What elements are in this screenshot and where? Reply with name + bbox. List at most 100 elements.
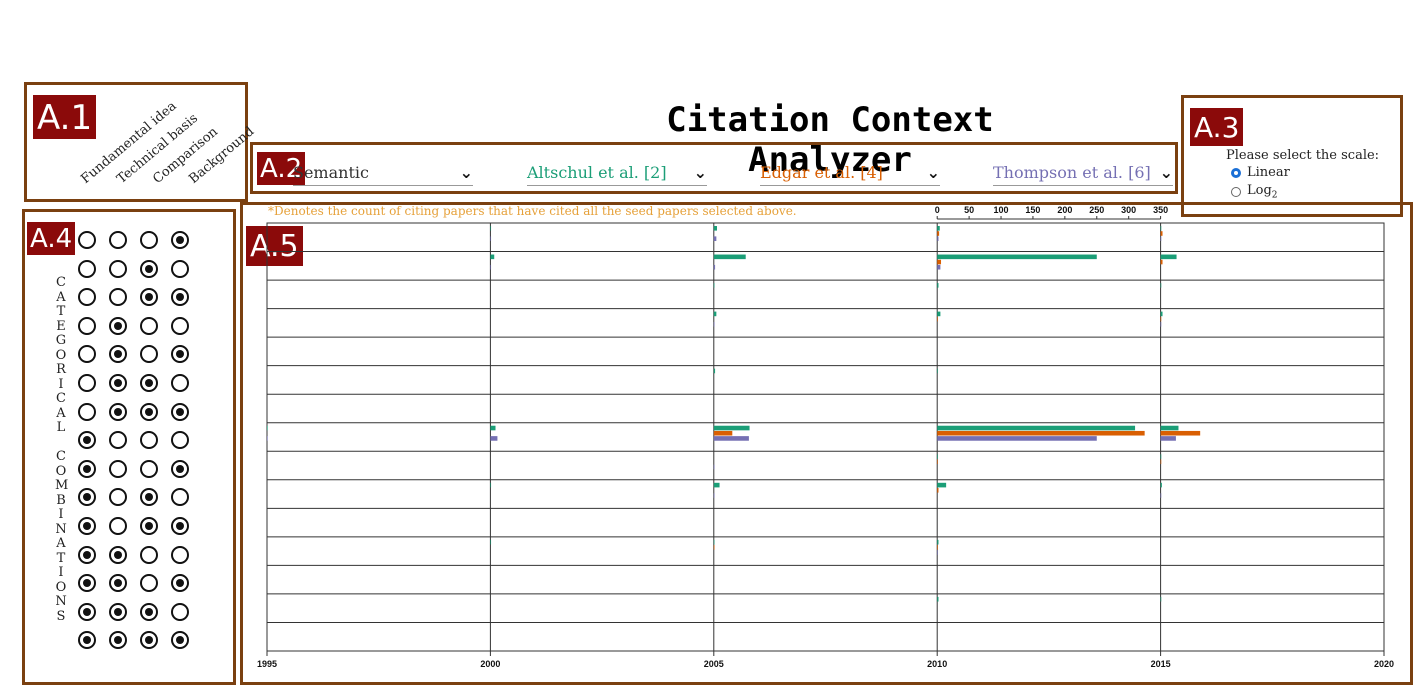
bar: [937, 236, 939, 241]
combination-row[interactable]: [78, 459, 189, 480]
empty-circle-icon: [109, 488, 127, 507]
empty-circle-icon: [140, 231, 158, 249]
empty-circle-icon: [171, 374, 189, 392]
panel-tag-a3: A.3: [1190, 108, 1244, 146]
combination-row[interactable]: [78, 602, 189, 623]
scale-option-linear[interactable]: Linear: [1231, 165, 1290, 180]
radio-log2[interactable]: [1231, 186, 1241, 197]
vertical-label-char: T: [56, 550, 66, 566]
semantic-dropdown[interactable]: Semantic ⌄: [293, 163, 473, 186]
panel-tag-a5: A.5: [246, 226, 303, 266]
vertical-label-char: A: [56, 536, 66, 551]
bar: [1160, 459, 1162, 465]
bar: [713, 493, 715, 498]
filled-circle-icon: [109, 545, 127, 564]
filled-circle-icon: [171, 574, 189, 593]
combination-row[interactable]: [78, 631, 189, 651]
panel-tag-a2: A.2: [257, 152, 306, 185]
empty-circle-icon: [109, 231, 127, 249]
scale-question: Please select the scale:: [1226, 148, 1380, 163]
empty-circle-icon: [78, 374, 96, 392]
seed-paper-dropdown-thompson[interactable]: Thompson et al. [6] ⌄: [993, 163, 1173, 186]
empty-circle-icon: [171, 545, 189, 564]
combination-row[interactable]: [78, 431, 189, 451]
bar: [937, 264, 941, 270]
filled-circle-icon: [109, 574, 127, 593]
combination-row[interactable]: [78, 488, 189, 508]
page-title: Citation Context Analyzer: [666, 100, 994, 180]
empty-circle-icon: [140, 459, 158, 478]
bar: [937, 430, 1145, 436]
x-tick-label: 2020: [1374, 659, 1394, 669]
bar: [713, 539, 715, 545]
count-tick-label: 100: [994, 205, 1009, 215]
bar: [490, 254, 495, 260]
semantic-dropdown-label: Semantic: [293, 163, 369, 182]
bar: [713, 236, 717, 241]
filled-circle-icon: [171, 631, 189, 650]
empty-circle-icon: [140, 345, 158, 364]
bar: [713, 436, 749, 441]
vertical-label-char: O: [55, 347, 67, 363]
filled-circle-icon: [78, 631, 96, 650]
filled-circle-icon: [171, 517, 189, 535]
bar: [937, 596, 939, 602]
bar: [713, 311, 717, 317]
scale-option-log2[interactable]: Log2: [1231, 183, 1278, 201]
bar: [937, 550, 938, 555]
bar: [937, 316, 938, 322]
combination-row[interactable]: [78, 231, 189, 251]
combination-row[interactable]: [78, 316, 189, 337]
combination-row[interactable]: [78, 402, 189, 423]
filled-circle-icon: [109, 374, 127, 392]
bar: [713, 425, 750, 431]
count-tick-label: 0: [935, 205, 940, 215]
vertical-label-char: R: [56, 362, 66, 377]
bar: [1160, 236, 1162, 241]
filled-circle-icon: [109, 402, 127, 421]
combination-row[interactable]: [78, 517, 189, 537]
radio-linear[interactable]: [1231, 167, 1241, 178]
filled-circle-icon: [78, 459, 96, 478]
filled-circle-icon: [140, 602, 158, 621]
bar: [490, 425, 496, 431]
bar: [713, 464, 715, 470]
panel-tag-a4: A.4: [27, 222, 76, 255]
bar: [713, 482, 720, 488]
combination-row[interactable]: [78, 545, 189, 566]
filled-circle-icon: [171, 345, 189, 364]
empty-circle-icon: [140, 574, 158, 593]
filled-circle-icon: [140, 631, 158, 650]
filled-circle-icon: [171, 288, 189, 307]
selector-panel: [250, 142, 1178, 194]
seed-paper-dropdown-altschul[interactable]: Altschul et al. [2] ⌄: [527, 163, 707, 186]
bar: [1160, 311, 1163, 317]
filled-circle-icon: [78, 431, 96, 450]
vertical-label-char: L: [56, 420, 66, 435]
seed-paper-dropdown-edgar[interactable]: Edgar et al. [4] ⌄: [760, 163, 940, 186]
bar: [1160, 430, 1201, 436]
combination-row[interactable]: [78, 259, 189, 280]
combination-row[interactable]: [78, 288, 189, 308]
filled-circle-icon: [171, 459, 189, 478]
bar: [937, 488, 939, 493]
filled-circle-icon: [171, 402, 189, 421]
combinations-panel: [22, 209, 236, 685]
bar: [937, 539, 939, 545]
vertical-label-char: I: [58, 376, 64, 392]
empty-circle-icon: [109, 431, 127, 450]
empty-circle-icon: [109, 288, 127, 307]
x-tick-label: 2010: [927, 659, 947, 669]
vertical-label-char: N: [55, 521, 67, 537]
vertical-label-char: O: [55, 579, 67, 595]
seed-paper-label-altschul: Altschul et al. [2]: [527, 163, 667, 182]
x-tick-label: 2015: [1151, 659, 1171, 669]
bar: [1160, 425, 1179, 431]
combination-row[interactable]: [78, 574, 189, 594]
combination-row[interactable]: [78, 345, 189, 365]
x-tick-label: 2000: [480, 659, 500, 669]
bar: [937, 425, 1136, 431]
bar: [1160, 283, 1162, 288]
combination-row[interactable]: [78, 374, 189, 394]
bar: [1160, 596, 1162, 602]
